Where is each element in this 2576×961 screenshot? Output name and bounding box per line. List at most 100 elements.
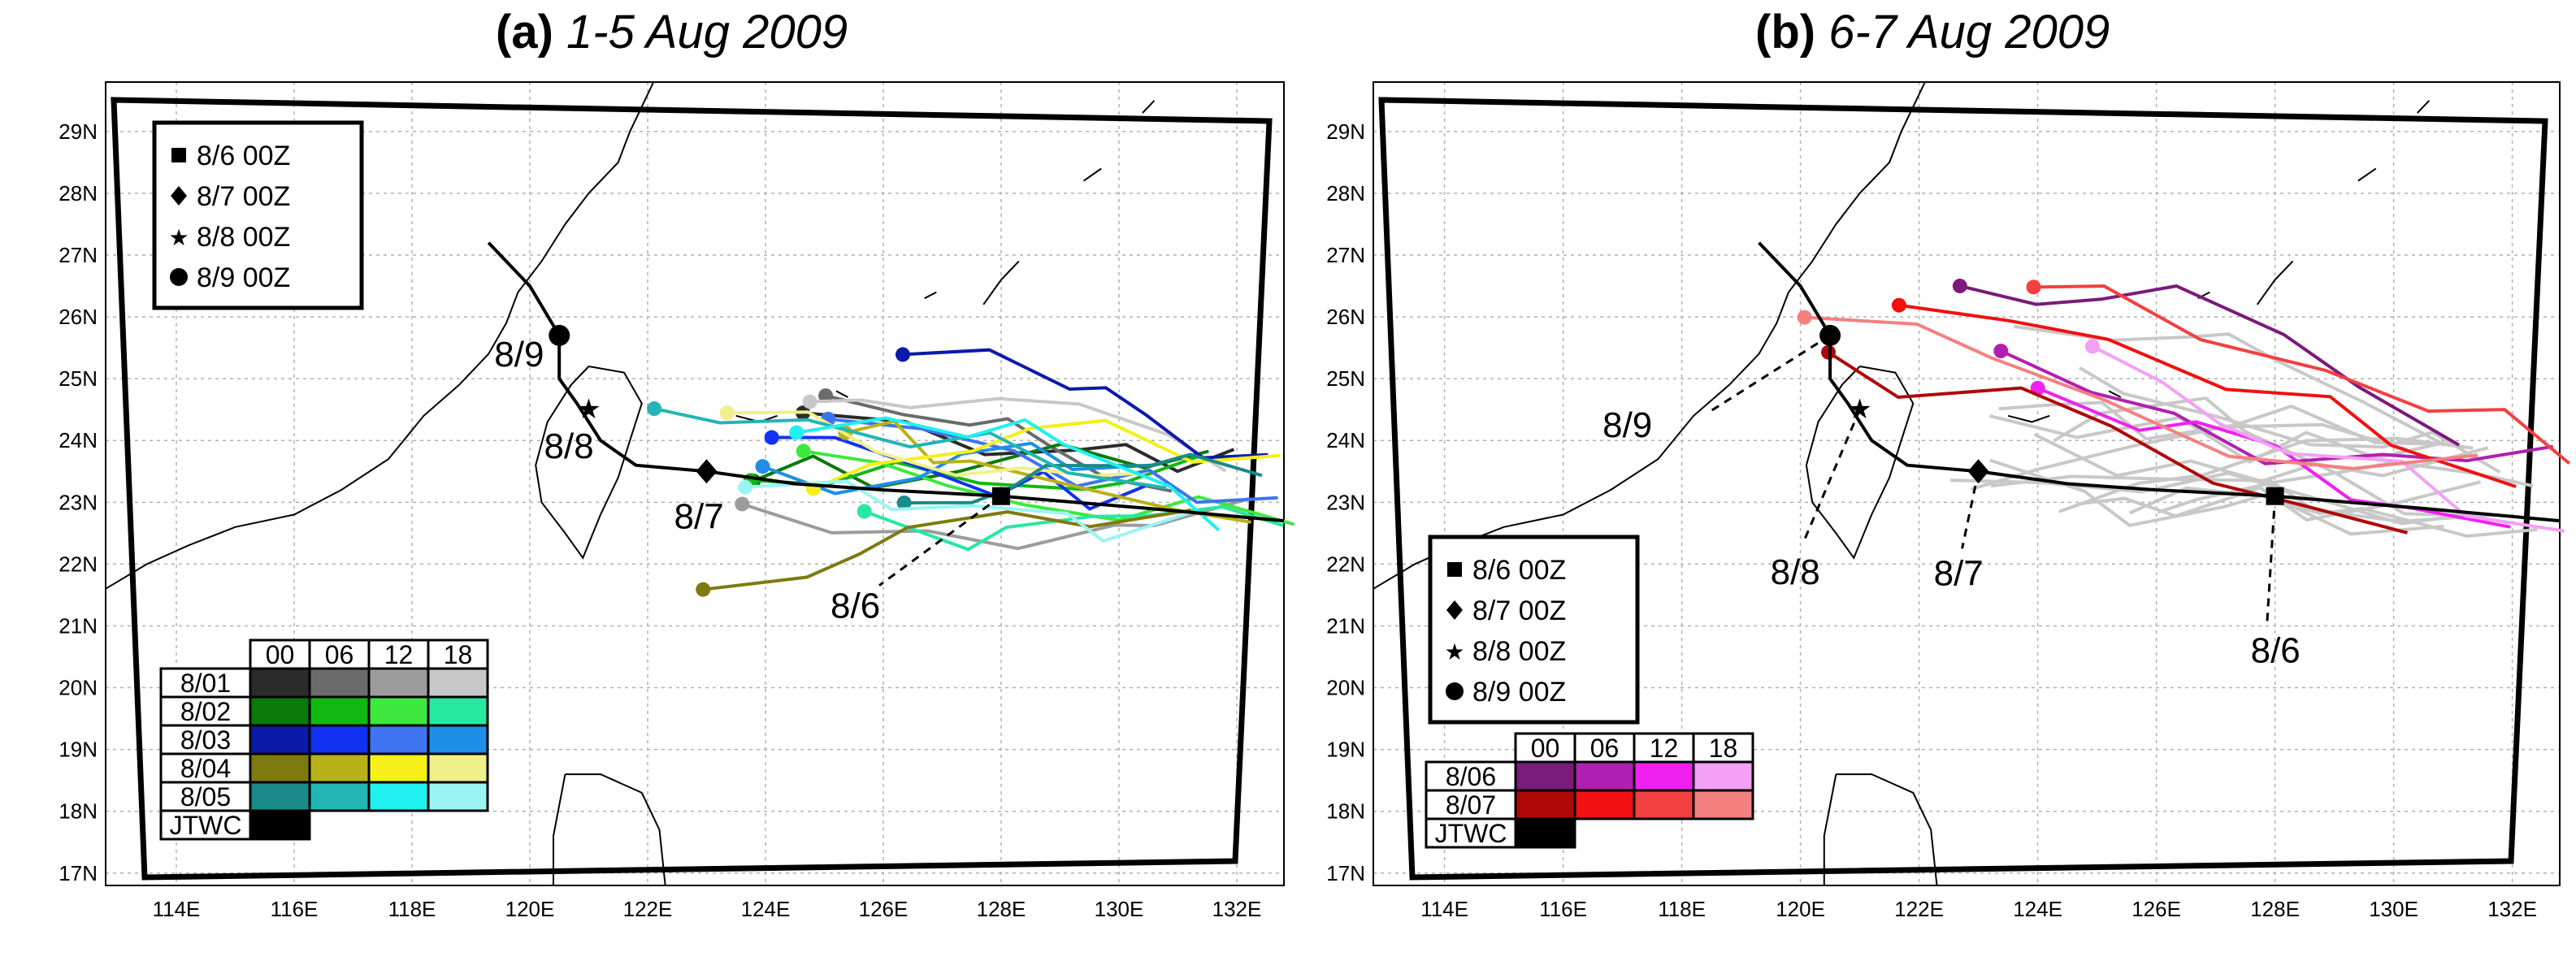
ensemble-track-gray — [1949, 471, 2449, 526]
track-endpoint-marker — [789, 425, 804, 440]
ensemble-track — [2000, 349, 2554, 465]
lat-tick-label: 22N — [59, 552, 98, 576]
track-endpoint-marker — [856, 504, 872, 519]
legend-symbol-label: 8/6 00Z — [1472, 555, 1566, 586]
table-color-swatch — [1692, 760, 1754, 792]
ensemble-track-gray — [1989, 458, 2444, 536]
table-header-cell — [367, 639, 430, 670]
track-endpoint-marker — [896, 495, 912, 510]
table-color-swatch — [308, 667, 371, 699]
lat-tick-label: 27N — [59, 243, 98, 267]
lon-tick-label: 116E — [1539, 897, 1587, 921]
lon-tick-label: 122E — [1894, 897, 1944, 921]
ensemble-track — [744, 479, 1194, 543]
china-coastline — [1373, 81, 1926, 590]
track-endpoint-marker — [2084, 339, 2100, 354]
track-endpoint-marker — [647, 401, 662, 417]
symbol-legend-box — [1428, 535, 1640, 725]
table-header-cell — [427, 639, 489, 670]
track-endpoint-marker — [755, 459, 770, 474]
legend-diamond-icon — [171, 186, 187, 206]
lat-tick-label: 20N — [1326, 676, 1365, 700]
lon-tick-label: 124E — [741, 897, 791, 921]
date-label: 8/8 — [1771, 552, 1820, 592]
lon-tick-label: 132E — [1212, 897, 1262, 921]
table-color-swatch — [249, 667, 311, 699]
lat-tick-label: 18N — [1326, 799, 1365, 824]
ensemble-track-gray — [2078, 366, 2501, 474]
table-row-label: 8/07 — [1446, 790, 1496, 820]
lat-tick-label: 19N — [1326, 738, 1365, 762]
track-endpoint-marker — [802, 394, 817, 409]
lat-tick-label: 25N — [59, 366, 98, 391]
island-coastline — [835, 390, 848, 398]
ensemble-track — [1804, 315, 2478, 470]
lat-tick-label: 27N — [1326, 243, 1365, 267]
legend-symbol-label: 8/8 00Z — [1472, 636, 1566, 667]
island-coastline — [1082, 167, 1102, 182]
table-jtwc-label: JTWC — [170, 811, 242, 840]
table-header-label: 06 — [325, 640, 354, 669]
track-endpoint-marker — [764, 430, 779, 445]
island-coastline — [2256, 260, 2294, 305]
table-header-label: 00 — [1531, 734, 1560, 763]
table-row-label: 8/02 — [180, 697, 231, 726]
legend-square-icon — [171, 148, 186, 162]
table-jtwc-swatch — [1514, 817, 1576, 849]
track-endpoint-marker — [1821, 344, 1837, 360]
table-color-swatch — [249, 752, 311, 784]
lon-tick-label: 128E — [977, 897, 1026, 921]
lat-tick-label: 21N — [59, 613, 98, 638]
table-color-swatch — [249, 724, 311, 755]
table-color-swatch — [249, 695, 311, 727]
ensemble-track — [702, 508, 1192, 591]
lon-tick-label: 120E — [505, 897, 555, 921]
date-label: 8/9 — [1602, 405, 1652, 445]
table-row-label: 8/06 — [1446, 762, 1496, 791]
lat-tick-label: 29N — [59, 119, 98, 144]
table-color-swatch — [367, 667, 430, 699]
table-color-swatch — [308, 752, 371, 784]
panel-b-title: (b) 6-7 Aug 2009 — [1755, 6, 2110, 58]
jtwc-8-8-star-marker: ★ — [576, 394, 601, 425]
lat-tick-label: 28N — [59, 181, 98, 206]
date-leader-line — [1707, 334, 1831, 414]
lat-tick-label: 17N — [59, 861, 98, 885]
track-endpoint-marker — [895, 347, 910, 362]
table-color-swatch — [1514, 789, 1576, 820]
track-endpoint-marker — [735, 496, 750, 512]
lon-tick-label: 124E — [2013, 897, 2062, 921]
lat-tick-label: 23N — [1326, 490, 1365, 514]
table-color-swatch — [427, 667, 489, 699]
lon-tick-label: 114E — [153, 897, 201, 921]
table-color-swatch — [1573, 760, 1636, 792]
table-color-swatch — [1633, 789, 1695, 820]
table-header-label: 12 — [1650, 734, 1679, 763]
lon-tick-label: 118E — [1658, 897, 1706, 921]
table-color-swatch — [367, 695, 430, 727]
lat-tick-label: 22N — [1326, 552, 1365, 576]
table-header-cell — [1692, 732, 1754, 764]
ensemble-track-gray — [2079, 480, 2481, 522]
map-frame — [105, 81, 1285, 886]
island-coastline — [2108, 390, 2122, 398]
legend-star-icon: ★ — [168, 225, 189, 250]
lat-tick-label: 20N — [59, 676, 98, 700]
table-header-label: 18 — [1709, 734, 1738, 763]
table-jtwc-swatch — [249, 809, 311, 841]
table-color-swatch — [427, 781, 489, 812]
island-coastline — [982, 260, 1020, 305]
ensemble-track — [752, 442, 1209, 490]
lat-tick-label: 26N — [59, 305, 98, 329]
lon-tick-label: 130E — [2369, 897, 2418, 921]
legend-square-icon — [1447, 562, 1462, 577]
track-endpoint-marker — [696, 582, 711, 597]
table-color-swatch — [308, 695, 371, 727]
legend-symbol-label: 8/8 00Z — [197, 222, 290, 253]
table-color-swatch — [427, 695, 489, 727]
lat-tick-label: 19N — [59, 738, 98, 762]
table-color-swatch — [1692, 789, 1754, 820]
table-color-swatch — [427, 724, 489, 755]
model-domain-outline — [1378, 97, 2548, 881]
